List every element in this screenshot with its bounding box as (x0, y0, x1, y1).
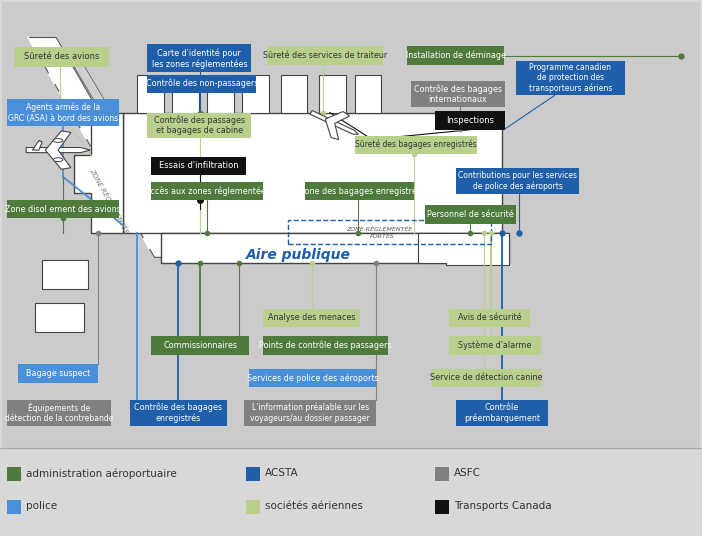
Ellipse shape (53, 158, 63, 161)
FancyBboxPatch shape (172, 75, 199, 113)
FancyBboxPatch shape (7, 200, 119, 218)
Text: Personnel de sécurité: Personnel de sécurité (427, 210, 514, 219)
Text: Contrôle
préembarquement: Contrôle préembarquement (464, 403, 540, 423)
Text: Transports Canada: Transports Canada (454, 501, 552, 510)
Text: Zone des bagages enregistrés: Zone des bagages enregistrés (299, 186, 420, 196)
Polygon shape (32, 140, 42, 150)
FancyBboxPatch shape (281, 75, 307, 113)
Text: Inspections: Inspections (446, 116, 494, 125)
Text: Accès aux zones réglementées: Accès aux zones réglementées (145, 186, 270, 196)
Text: L'information préalable sur les
voyageurs/au dossier passager: L'information préalable sur les voyageur… (251, 403, 370, 423)
FancyBboxPatch shape (435, 500, 449, 513)
Polygon shape (325, 111, 350, 139)
Text: Programme canadien
de protection des
transporteurs aériens: Programme canadien de protection des tra… (529, 63, 612, 93)
Text: Contrôle des passages
et bagages de cabine: Contrôle des passages et bagages de cabi… (154, 115, 245, 136)
Text: Zone disol ement des avions: Zone disol ement des avions (6, 205, 121, 213)
Text: Système d'alarme: Système d'alarme (458, 340, 531, 350)
FancyBboxPatch shape (7, 99, 119, 126)
FancyBboxPatch shape (147, 44, 251, 72)
FancyBboxPatch shape (18, 364, 98, 383)
FancyBboxPatch shape (7, 500, 21, 513)
FancyBboxPatch shape (242, 75, 269, 113)
Polygon shape (418, 233, 509, 265)
FancyBboxPatch shape (2, 2, 700, 450)
Text: Équipements de
détection de la contrebande: Équipements de détection de la contreban… (5, 403, 113, 423)
Text: Contributions pour les services
de police des aéroports: Contributions pour les services de polic… (458, 171, 577, 191)
FancyBboxPatch shape (432, 369, 541, 387)
Text: PORTES: PORTES (370, 234, 395, 240)
Text: ASFC: ASFC (454, 468, 482, 478)
Polygon shape (26, 147, 90, 153)
Text: Contrôle des non-passagers: Contrôle des non-passagers (145, 79, 258, 88)
Text: ZONE RÉGLEMENTÉE: ZONE RÉGLEMENTÉE (88, 167, 129, 235)
Text: Sûreté des services de traiteur: Sûreté des services de traiteur (263, 51, 387, 60)
Text: police: police (26, 501, 57, 510)
Text: Sûreté des bagages enregistrés: Sûreté des bagages enregistrés (355, 140, 477, 150)
FancyBboxPatch shape (42, 260, 88, 289)
FancyBboxPatch shape (130, 400, 227, 426)
Text: Analyse des menaces: Analyse des menaces (268, 314, 355, 322)
FancyBboxPatch shape (456, 168, 579, 194)
Text: Sûreté des avions: Sûreté des avions (24, 53, 99, 61)
Text: Essais d'infiltration: Essais d'infiltration (159, 161, 238, 170)
FancyBboxPatch shape (14, 47, 109, 67)
FancyBboxPatch shape (7, 400, 111, 426)
FancyBboxPatch shape (435, 467, 449, 481)
FancyBboxPatch shape (516, 61, 625, 95)
Polygon shape (310, 110, 358, 135)
FancyBboxPatch shape (305, 182, 414, 200)
Text: Contrôle des bagages
internationaux: Contrôle des bagages internationaux (414, 84, 502, 105)
Text: Agents armés de la
GRC (ASA) à bord des avions: Agents armés de la GRC (ASA) à bord des … (8, 102, 118, 123)
FancyBboxPatch shape (249, 369, 376, 387)
FancyBboxPatch shape (151, 157, 246, 175)
FancyBboxPatch shape (263, 336, 388, 355)
Text: Aire publique: Aire publique (246, 248, 350, 262)
FancyBboxPatch shape (263, 309, 360, 327)
FancyBboxPatch shape (355, 75, 381, 113)
FancyBboxPatch shape (449, 309, 530, 327)
Text: Contrôle des bagages
enregistrés: Contrôle des bagages enregistrés (134, 403, 223, 423)
FancyBboxPatch shape (151, 336, 249, 355)
Text: Bagage suspect: Bagage suspect (26, 369, 90, 378)
Text: Commissionnaires: Commissionnaires (163, 341, 237, 349)
Text: administration aéroportuaire: administration aéroportuaire (26, 468, 177, 479)
FancyBboxPatch shape (35, 303, 84, 332)
FancyBboxPatch shape (161, 233, 509, 263)
Polygon shape (74, 113, 123, 233)
Text: Installation de déminage: Installation de déminage (406, 51, 505, 61)
Polygon shape (28, 38, 183, 257)
FancyBboxPatch shape (456, 400, 548, 426)
FancyBboxPatch shape (425, 205, 516, 224)
Polygon shape (46, 131, 71, 169)
FancyBboxPatch shape (407, 46, 504, 65)
Text: Points de contrôle des passagers: Points de contrôle des passagers (260, 340, 392, 350)
Text: Services de police des aéroports: Services de police des aéroports (246, 373, 378, 383)
Text: sociétés aériennes: sociétés aériennes (265, 501, 362, 510)
Polygon shape (63, 48, 193, 249)
FancyBboxPatch shape (435, 111, 505, 130)
FancyBboxPatch shape (319, 75, 346, 113)
Text: Carte d'identité pour
les zones réglementées: Carte d'identité pour les zones réglemen… (152, 48, 247, 69)
FancyBboxPatch shape (267, 46, 383, 65)
FancyBboxPatch shape (449, 336, 541, 355)
FancyBboxPatch shape (207, 75, 234, 113)
Text: Service de détection canine: Service de détection canine (430, 374, 543, 382)
FancyBboxPatch shape (244, 400, 376, 426)
FancyBboxPatch shape (246, 500, 260, 513)
Text: ACSTA: ACSTA (265, 468, 298, 478)
FancyBboxPatch shape (411, 81, 505, 107)
FancyBboxPatch shape (246, 467, 260, 481)
FancyBboxPatch shape (151, 182, 263, 200)
FancyBboxPatch shape (355, 136, 477, 154)
FancyBboxPatch shape (137, 75, 164, 113)
Text: Avis de sécurité: Avis de sécurité (458, 314, 522, 322)
Ellipse shape (53, 139, 63, 143)
FancyBboxPatch shape (147, 75, 256, 93)
Bar (288, 220, 491, 244)
FancyBboxPatch shape (7, 467, 21, 481)
FancyBboxPatch shape (147, 113, 251, 138)
FancyBboxPatch shape (123, 113, 502, 233)
Text: ZONE RÉGLEMENTÉE: ZONE RÉGLEMENTÉE (346, 227, 412, 232)
